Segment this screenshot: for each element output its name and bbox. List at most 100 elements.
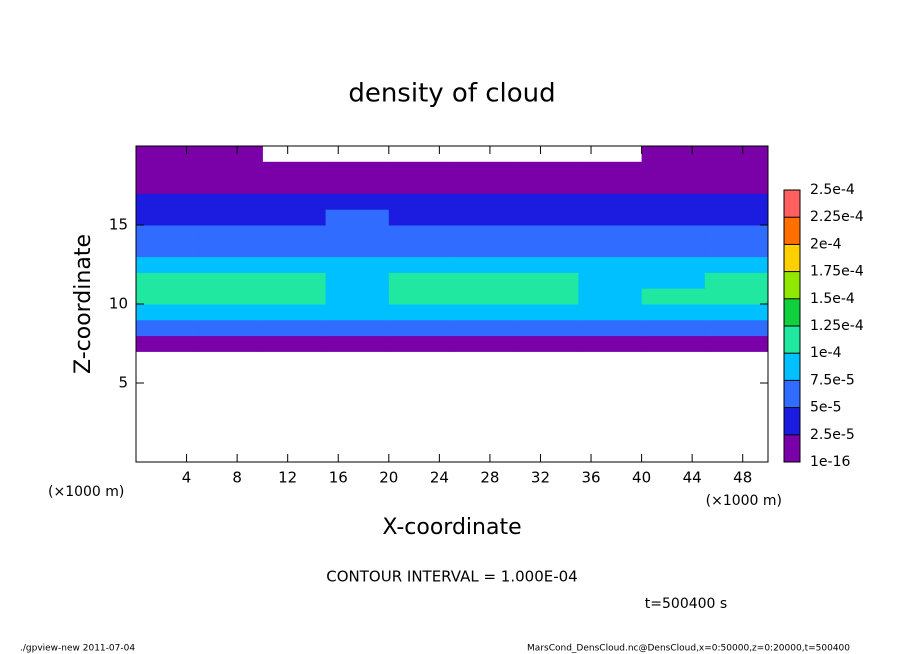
cell [704, 177, 769, 194]
cell [578, 193, 643, 210]
x-tick-label: 28 [480, 469, 499, 487]
cell [704, 161, 769, 179]
cell [388, 319, 453, 337]
cell [452, 288, 516, 305]
cell [199, 225, 263, 242]
cell [578, 256, 643, 273]
cell [136, 335, 200, 352]
cell [325, 209, 390, 226]
cell [136, 304, 200, 321]
cell [452, 335, 516, 352]
colorbar-label: 2e-4 [810, 236, 842, 252]
cell [325, 256, 390, 273]
cell [136, 193, 200, 210]
colorbar-swatch [784, 244, 800, 273]
x-axis-label: X-coordinate [382, 515, 521, 540]
colorbar-label: 7.5e-5 [810, 372, 855, 388]
cell [452, 319, 516, 337]
cell [578, 319, 643, 337]
cell [388, 193, 453, 210]
cell [136, 272, 200, 289]
colorbar-label: 1e-16 [810, 454, 850, 470]
cell [388, 177, 453, 194]
cell [704, 335, 769, 352]
cell [325, 225, 390, 242]
cell [515, 225, 579, 242]
cell [515, 193, 579, 210]
cell [641, 161, 706, 179]
cell [136, 146, 200, 163]
x-tick-label: 32 [531, 469, 550, 487]
time-note: t=500400 s [645, 596, 727, 612]
colorbar-swatch [784, 217, 800, 245]
cell [136, 256, 200, 273]
cell [136, 225, 200, 242]
cell [641, 319, 706, 337]
x-tick-label: 36 [581, 469, 600, 487]
cell [262, 335, 327, 352]
cell [704, 193, 769, 210]
x-tick-label: 20 [379, 469, 398, 487]
colorbar-swatch [784, 298, 800, 327]
cell [578, 161, 643, 179]
cell [199, 319, 263, 337]
cell [388, 209, 453, 226]
footer-right: MarsCond_DensCloud.nc@DensCloud,x=0:5000… [527, 644, 850, 654]
cell [199, 146, 263, 163]
cell [199, 288, 263, 305]
colorbar-swatch [784, 326, 800, 354]
colorbar-swatch [784, 353, 800, 381]
cell [325, 335, 390, 352]
cell [641, 146, 706, 163]
cell [515, 304, 579, 321]
cell [704, 272, 769, 289]
cell [199, 272, 263, 289]
cell [388, 272, 453, 289]
cell [262, 272, 327, 289]
cell [641, 288, 706, 305]
cell [262, 225, 327, 242]
y-tick-label: 5 [118, 374, 128, 392]
cell [199, 209, 263, 226]
cell [262, 256, 327, 273]
y-axis-label: Z-coordinate [71, 234, 96, 374]
cell [641, 272, 706, 289]
cell [325, 161, 390, 179]
colorbar-swatch [784, 434, 800, 463]
cell [641, 240, 706, 258]
x-tick-label: 40 [632, 469, 651, 487]
colorbar-swatch [784, 190, 800, 218]
y-unit: (×1000 m) [48, 484, 124, 500]
cell [388, 240, 453, 258]
cell [262, 319, 327, 337]
cell [199, 256, 263, 273]
cell [262, 288, 327, 305]
colorbar-label: 1.25e-4 [810, 318, 864, 334]
x-tick-label: 8 [232, 469, 242, 487]
cell [515, 161, 579, 179]
cell [325, 177, 390, 194]
cell [704, 225, 769, 242]
cell [388, 256, 453, 273]
x-tick-label: 48 [733, 469, 752, 487]
cell [515, 288, 579, 305]
cell [136, 240, 200, 258]
cell [452, 304, 516, 321]
cell [515, 335, 579, 352]
cell [325, 193, 390, 210]
cell [452, 240, 516, 258]
colorbar-label: 1.75e-4 [810, 264, 864, 280]
cell [388, 225, 453, 242]
cell [704, 304, 769, 321]
footer-left: ./gpview-new 2011-07-04 [20, 644, 135, 654]
cell [515, 240, 579, 258]
cell [452, 161, 516, 179]
cell [578, 272, 643, 289]
cell [578, 335, 643, 352]
cell [452, 177, 516, 194]
cell [199, 304, 263, 321]
cell [704, 240, 769, 258]
cell [388, 288, 453, 305]
cell [641, 304, 706, 321]
cell [578, 177, 643, 194]
